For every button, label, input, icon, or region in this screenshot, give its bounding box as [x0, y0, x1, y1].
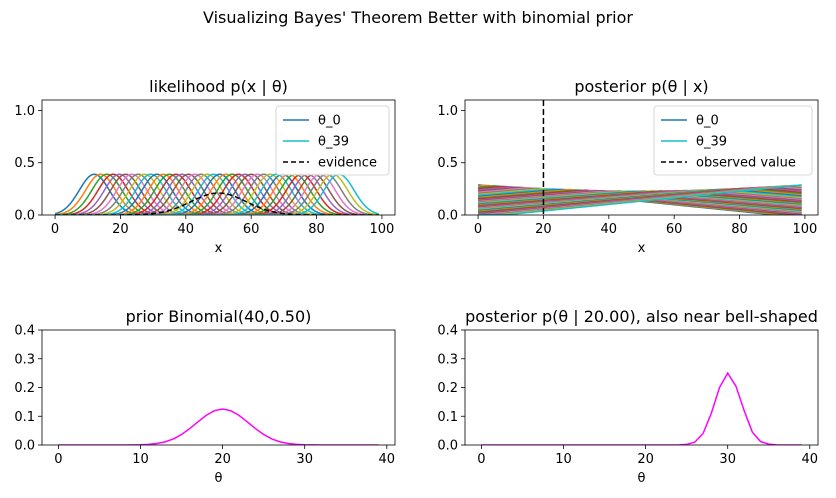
plot-title: likelihood p(x | θ)	[149, 77, 288, 96]
y-tick-label: 1.0	[437, 104, 458, 119]
y-tick-label: 0.4	[14, 324, 35, 339]
y-tick-label: 0.5	[14, 156, 35, 171]
y-tick-label: 0.2	[14, 381, 35, 396]
legend-box	[275, 105, 390, 176]
x-tick-label: 60	[666, 222, 683, 237]
likelihood-curve	[54, 173, 379, 215]
likelihood-curve	[55, 173, 379, 215]
legend-box	[653, 105, 813, 176]
likelihood-curve	[55, 173, 379, 215]
x-tick-label: 100	[370, 222, 395, 237]
x-tick-label: 40	[178, 222, 195, 237]
x-tick-label: 10	[555, 452, 572, 467]
likelihood-curve	[55, 173, 379, 215]
subplot-prior: prior Binomial(40,0.50) 0 10 20 30 40 0.0 0.1 0.…	[14, 307, 396, 486]
y-tick-label: 0.5	[437, 156, 458, 171]
x-tick-label: 20	[112, 222, 129, 237]
legend-entry-label: observed value	[696, 156, 796, 171]
x-tick-label: 80	[308, 222, 325, 237]
x-tick-label: 30	[296, 452, 313, 467]
y-tick-label: 0.1	[14, 410, 35, 425]
legend-entry-label: θ_39	[696, 135, 727, 150]
likelihood-curve	[55, 173, 379, 215]
likelihood-curve	[55, 173, 379, 215]
likelihood-curve	[55, 173, 379, 215]
likelihood-curve	[55, 173, 379, 215]
y-tick-label: 0.0	[437, 439, 458, 454]
legend-entry-label: θ_0	[318, 114, 341, 129]
y-tick-label: 0.0	[14, 209, 35, 224]
axes-frame	[41, 99, 396, 216]
legend-entry-label: θ_0	[696, 114, 719, 129]
plot-title: posterior p(θ | x)	[574, 77, 708, 96]
y-tick-label: 0.0	[14, 439, 35, 454]
subplot-posterior_x: posterior p(θ | x) 0 20 40 60 80 100 0.0 0.5 1.0 x…	[437, 77, 819, 256]
likelihood-curve	[54, 173, 379, 215]
x-tick-label: 0	[477, 452, 485, 467]
axes-frame	[41, 329, 396, 446]
likelihood-curve	[55, 173, 379, 215]
likelihood-curve	[55, 173, 379, 215]
prior-curve	[58, 408, 379, 445]
posterior-observed-curve	[481, 371, 802, 445]
posterior-curve	[478, 184, 802, 215]
legend: θ_0 θ_39 evidence	[275, 105, 390, 176]
likelihood-curve	[55, 173, 379, 215]
y-tick-label: 0.3	[14, 352, 35, 367]
likelihood-curve	[55, 173, 379, 215]
x-tick-label: 80	[731, 222, 748, 237]
likelihood-curve	[55, 173, 379, 215]
likelihood-curve	[55, 173, 379, 215]
likelihood-curve	[55, 173, 379, 215]
x-tick-label: 0	[51, 222, 59, 237]
axes-frame	[464, 329, 819, 446]
likelihood-curve	[55, 173, 379, 215]
x-axis-label: x	[638, 241, 646, 256]
plot-area	[58, 408, 379, 445]
likelihood-curve	[55, 173, 379, 215]
axes-frame	[464, 99, 819, 216]
figure-suptitle: Visualizing Bayes' Theorem Better with b…	[203, 8, 633, 27]
likelihood-curve	[55, 173, 379, 215]
likelihood-curve	[55, 173, 379, 215]
x-tick-label: 0	[54, 452, 62, 467]
subplot-posterior_observed: posterior p(θ | 20.00), also near bell-s…	[437, 307, 819, 486]
x-tick-label: 30	[719, 452, 736, 467]
legend: θ_0 θ_39 observed value	[653, 105, 813, 176]
x-axis-label: θ	[215, 471, 223, 486]
plot-area	[54, 173, 379, 215]
y-tick-label: 0.1	[437, 410, 458, 425]
likelihood-curve	[55, 173, 379, 215]
plot-title: posterior p(θ | 20.00), also near bell-s…	[465, 307, 818, 326]
plot-area	[477, 100, 802, 215]
x-tick-label: 0	[474, 222, 482, 237]
x-tick-label: 40	[802, 452, 819, 467]
x-tick-label: 40	[601, 222, 618, 237]
likelihood-curve	[55, 173, 379, 215]
y-tick-label: 1.0	[14, 104, 35, 119]
y-tick-label: 0.2	[437, 381, 458, 396]
x-tick-label: 20	[535, 222, 552, 237]
x-axis-label: x	[215, 241, 223, 256]
legend-entry-label: evidence	[318, 156, 377, 171]
likelihood-curve	[55, 173, 379, 215]
plot-area	[481, 371, 802, 445]
plot-title: prior Binomial(40,0.50)	[126, 307, 312, 326]
y-tick-label: 0.0	[437, 209, 458, 224]
x-tick-label: 20	[637, 452, 654, 467]
likelihood-curve	[55, 173, 379, 215]
subplot-likelihood: likelihood p(x | θ) 0 20 40 60 80 100 0.0 0.5 1.0…	[14, 77, 396, 256]
x-tick-label: 20	[214, 452, 231, 467]
legend-entry-label: θ_39	[318, 135, 349, 150]
x-tick-label: 40	[379, 452, 396, 467]
y-tick-label: 0.3	[437, 352, 458, 367]
x-tick-label: 10	[132, 452, 149, 467]
x-tick-label: 60	[243, 222, 260, 237]
x-tick-label: 100	[793, 222, 818, 237]
x-axis-label: θ	[638, 471, 646, 486]
y-tick-label: 0.4	[437, 324, 458, 339]
